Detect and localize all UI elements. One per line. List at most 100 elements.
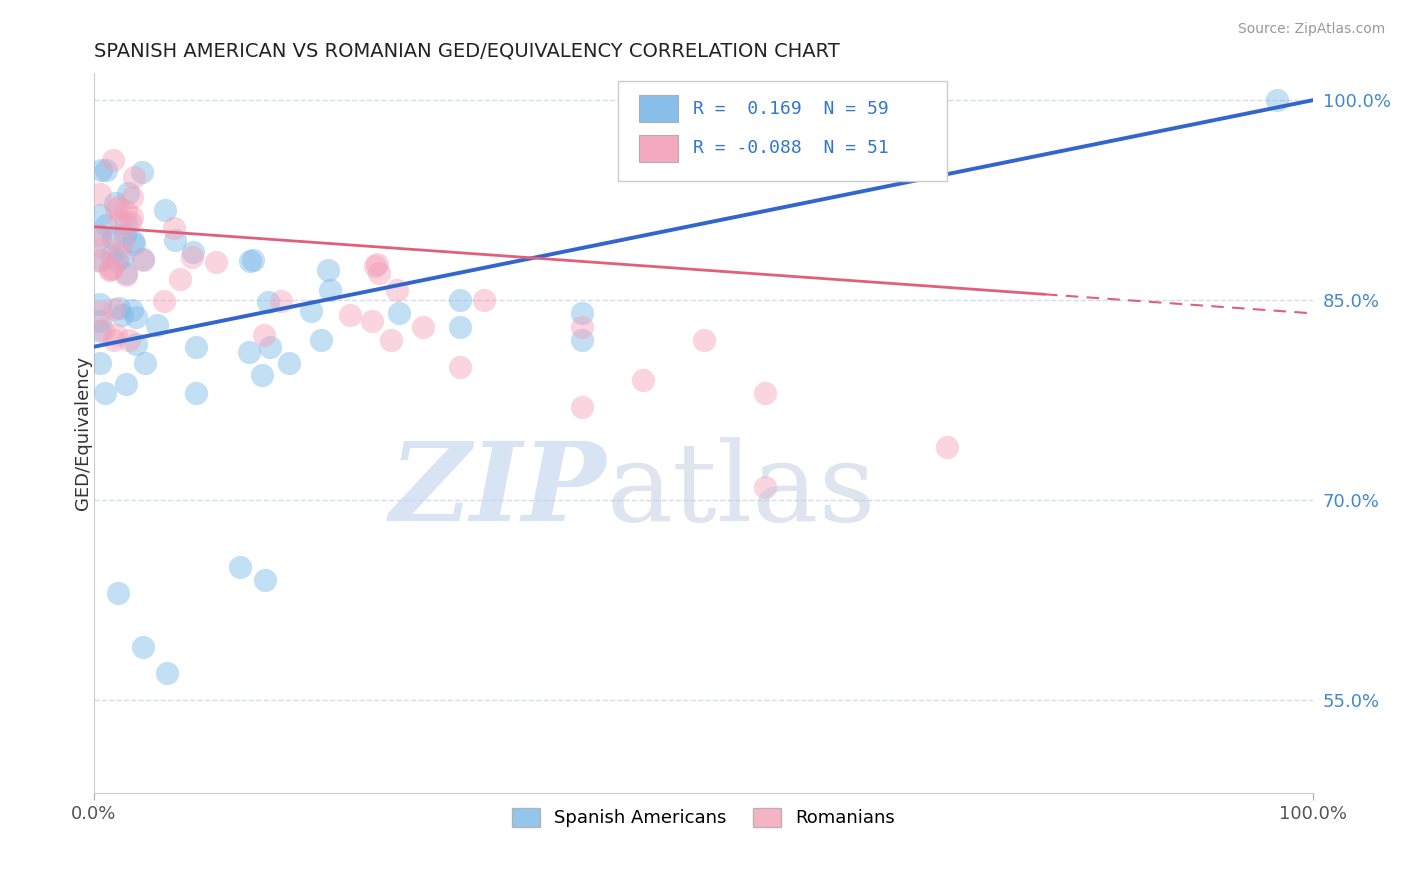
Point bbox=[388, 306, 411, 320]
Point bbox=[253, 327, 276, 342]
Point bbox=[259, 340, 281, 354]
Point bbox=[131, 640, 153, 654]
Point bbox=[89, 314, 111, 328]
Point bbox=[366, 257, 388, 271]
Point bbox=[380, 334, 402, 348]
Bar bbox=[638, 95, 678, 122]
Point bbox=[110, 250, 132, 264]
Point bbox=[449, 359, 471, 374]
Point bbox=[238, 345, 260, 359]
Point bbox=[107, 586, 129, 600]
Point bbox=[184, 386, 207, 401]
Point bbox=[361, 314, 384, 328]
Point bbox=[155, 202, 177, 217]
Point bbox=[91, 323, 114, 337]
Point bbox=[242, 252, 264, 267]
Point bbox=[103, 195, 125, 210]
Point bbox=[339, 308, 361, 322]
Point bbox=[571, 319, 593, 334]
Point bbox=[107, 200, 129, 214]
Point bbox=[184, 340, 207, 354]
Point bbox=[412, 319, 434, 334]
Point bbox=[571, 400, 593, 414]
Point bbox=[754, 386, 776, 401]
Point bbox=[754, 480, 776, 494]
Point bbox=[110, 215, 132, 229]
Point bbox=[117, 186, 139, 200]
Point bbox=[118, 215, 141, 229]
Point bbox=[156, 666, 179, 681]
Point bbox=[181, 245, 204, 260]
Point bbox=[101, 153, 124, 167]
Point bbox=[94, 218, 117, 232]
Point bbox=[101, 231, 124, 245]
Point bbox=[89, 252, 111, 267]
Point bbox=[571, 306, 593, 320]
Point bbox=[239, 253, 262, 268]
Point bbox=[104, 327, 127, 342]
Point bbox=[318, 263, 340, 277]
Point bbox=[105, 253, 128, 268]
Point bbox=[105, 202, 128, 217]
Point bbox=[449, 319, 471, 334]
Point bbox=[114, 268, 136, 282]
Text: ZIP: ZIP bbox=[389, 437, 606, 545]
Point bbox=[145, 318, 167, 332]
Point bbox=[229, 559, 252, 574]
Point bbox=[94, 163, 117, 178]
Point bbox=[153, 294, 176, 309]
Point bbox=[253, 573, 276, 587]
Point bbox=[256, 294, 278, 309]
Point bbox=[93, 386, 115, 401]
Point bbox=[936, 440, 959, 454]
Point bbox=[89, 324, 111, 338]
Point bbox=[163, 233, 186, 247]
Point bbox=[250, 368, 273, 383]
Point bbox=[110, 309, 132, 323]
Point bbox=[89, 231, 111, 245]
Point bbox=[89, 227, 111, 242]
Point bbox=[319, 283, 342, 297]
Point bbox=[122, 169, 145, 184]
Point bbox=[131, 253, 153, 268]
Point bbox=[115, 266, 138, 280]
Point bbox=[91, 241, 114, 255]
Point bbox=[205, 254, 228, 268]
Point bbox=[89, 254, 111, 268]
Point bbox=[115, 216, 138, 230]
Point bbox=[180, 250, 202, 264]
Point bbox=[118, 333, 141, 347]
Point bbox=[115, 204, 138, 219]
Text: R = -0.088  N = 51: R = -0.088 N = 51 bbox=[693, 139, 889, 157]
Point bbox=[103, 301, 125, 316]
FancyBboxPatch shape bbox=[619, 80, 948, 181]
Point bbox=[122, 236, 145, 251]
Point bbox=[114, 227, 136, 242]
Point bbox=[122, 234, 145, 248]
Point bbox=[162, 220, 184, 235]
Point bbox=[125, 337, 148, 351]
Point bbox=[108, 301, 131, 315]
Text: Source: ZipAtlas.com: Source: ZipAtlas.com bbox=[1237, 22, 1385, 37]
Point bbox=[692, 333, 714, 347]
Point bbox=[277, 355, 299, 369]
Point bbox=[631, 373, 654, 387]
Point bbox=[121, 210, 143, 224]
Point bbox=[100, 248, 122, 262]
Point bbox=[125, 310, 148, 325]
Point bbox=[299, 303, 322, 318]
Point bbox=[98, 263, 121, 277]
Point bbox=[121, 190, 143, 204]
Point bbox=[100, 261, 122, 276]
Point bbox=[89, 356, 111, 370]
Text: SPANISH AMERICAN VS ROMANIAN GED/EQUIVALENCY CORRELATION CHART: SPANISH AMERICAN VS ROMANIAN GED/EQUIVAL… bbox=[94, 42, 839, 61]
Point bbox=[89, 297, 111, 311]
Point bbox=[121, 303, 143, 318]
Point bbox=[385, 283, 408, 297]
Point bbox=[169, 272, 191, 286]
Bar bbox=[638, 135, 678, 162]
Text: R =  0.169  N = 59: R = 0.169 N = 59 bbox=[693, 100, 889, 118]
Y-axis label: GED/Equivalency: GED/Equivalency bbox=[75, 356, 91, 510]
Point bbox=[98, 262, 121, 277]
Point bbox=[363, 259, 385, 273]
